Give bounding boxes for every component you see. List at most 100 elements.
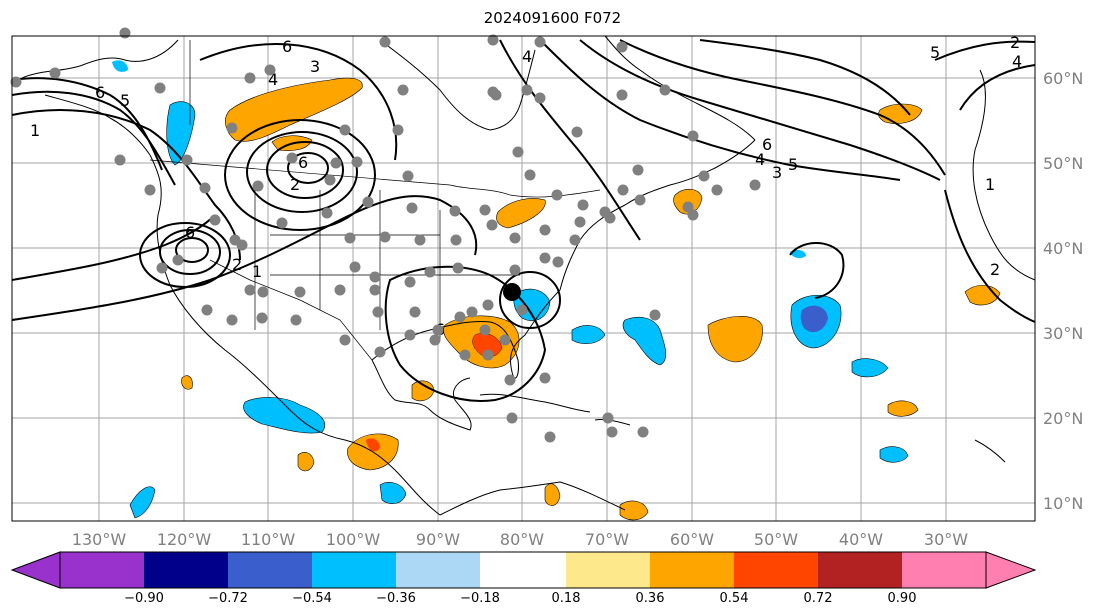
station-dot (506, 412, 518, 424)
station-dot (397, 84, 409, 96)
colorbar-tick-label: 0.72 (804, 591, 833, 606)
contour-1 (11, 109, 241, 261)
colorbar-tick-label: 0.36 (636, 591, 665, 606)
station-dot (379, 36, 391, 48)
cool-anomaly-alaska (112, 60, 128, 72)
contour-label: 1 (30, 121, 40, 140)
station-dot (286, 152, 298, 164)
station-dot (634, 194, 646, 206)
station-dot (226, 122, 238, 134)
station-dot (539, 372, 551, 384)
station-dot (330, 157, 342, 169)
contours (11, 39, 1036, 402)
lon-label: 80°W (500, 530, 544, 549)
station-dot (344, 232, 356, 244)
station-dot (369, 284, 381, 296)
contour-jet-1 (539, 39, 901, 181)
map-frame (11, 35, 1036, 522)
colorbar-extend-min (10, 551, 61, 589)
lat-label: 50°N (1043, 154, 1083, 173)
station-dot (539, 224, 551, 236)
station-dot (10, 76, 22, 88)
station-dot (504, 374, 516, 386)
contour-mid-2 (11, 214, 216, 281)
station-dot (606, 426, 618, 438)
cuba (479, 393, 591, 413)
warm-anomaly-great-lakes (496, 198, 546, 229)
station-dot (512, 146, 524, 158)
contour-label: 2 (290, 175, 300, 194)
lon-label: 90°W (416, 530, 460, 549)
colorbar-frame (59, 551, 987, 589)
station-dot (459, 349, 471, 361)
station-dot (649, 309, 661, 321)
station-dot (499, 334, 511, 346)
contour-label: 6 (762, 135, 772, 154)
coastlines (21, 35, 1036, 516)
station-dot (616, 41, 628, 53)
station-dot (369, 271, 381, 283)
contour-label: 6 (298, 153, 308, 172)
contour-mid-1 (11, 195, 478, 321)
station-dot (49, 67, 61, 79)
contour-label: 5 (788, 155, 798, 174)
station-dot (524, 169, 536, 181)
political-borders (149, 40, 601, 361)
contour-east-ridge (944, 189, 1036, 323)
station-dot (452, 262, 464, 274)
storm-center-marker (503, 283, 521, 301)
station-dot (294, 286, 306, 298)
cool-anomaly-east-atlantic (851, 358, 889, 378)
colorbar-bin (650, 552, 734, 588)
contour-jet-2 (579, 39, 941, 181)
station-dot (454, 311, 466, 323)
station-dot (172, 254, 184, 266)
station-dot (339, 124, 351, 136)
warm-anomaly-colombia (544, 483, 561, 506)
contour-label: 5 (930, 43, 940, 62)
lat-label: 30°N (1043, 324, 1083, 343)
cool-anomaly-east-pacific (243, 397, 326, 434)
colorbar-bin (734, 552, 818, 588)
station-dot (617, 184, 629, 196)
station-dot (334, 284, 346, 296)
station-dot (482, 299, 494, 311)
station-dot (409, 306, 421, 318)
colorbar: −0.90 −0.72 −0.54 −0.36 −0.18 0.18 0.36 … (10, 551, 1037, 606)
cool-anomaly-deep-tropics (879, 446, 909, 463)
cool-anomaly-central-atlantic (622, 317, 667, 366)
warm-anomaly-tropical-atlantic (887, 400, 919, 417)
contour-low-rockies-inner (266, 141, 344, 199)
contour-northeast-1 (959, 64, 1036, 111)
contour-label: 4 (268, 70, 278, 89)
cool-anomaly-panama (379, 482, 407, 504)
station-dot (429, 334, 441, 346)
colorbar-tick-label: 0.90 (888, 591, 917, 606)
station-dot (181, 154, 193, 166)
colorbar-bin (818, 552, 902, 588)
station-dot (432, 324, 444, 336)
lon-label: 40°W (839, 530, 883, 549)
contour-jet-3 (619, 39, 946, 176)
station-dot (632, 164, 644, 176)
station-dot (424, 266, 436, 278)
station-dot (539, 252, 551, 264)
station-dot (534, 92, 546, 104)
station-dot (516, 304, 528, 316)
station-dot (264, 64, 276, 76)
station-dot (509, 264, 521, 276)
contour-low-rockies-mid (246, 131, 358, 213)
cool-anomaly-sargasso (571, 325, 606, 344)
station-dot (201, 304, 213, 316)
station-dot (199, 182, 211, 194)
contour-low-carolina (499, 271, 561, 329)
station-dot (577, 199, 589, 211)
station-dot (244, 284, 256, 296)
station-dot (551, 189, 563, 201)
station-dot (144, 184, 156, 196)
station-dot (482, 349, 494, 361)
station-dot (450, 234, 462, 246)
lon-label: 50°W (754, 530, 798, 549)
station-dot (236, 239, 248, 251)
contour-northeast-2 (934, 40, 1036, 61)
